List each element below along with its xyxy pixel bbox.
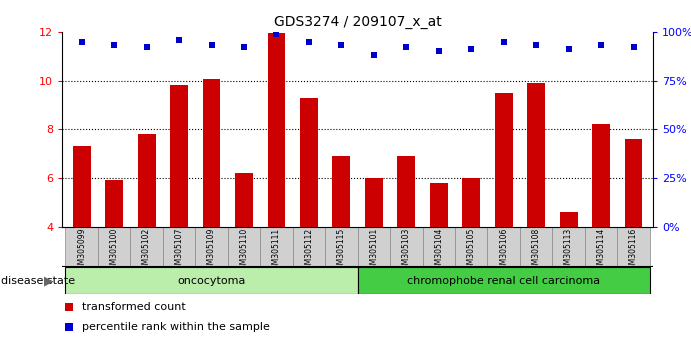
Bar [325,227,358,267]
Bar [358,267,650,294]
Point [531,43,542,48]
Bar [552,227,585,267]
Bar [138,134,155,227]
Bar [560,212,578,227]
Bar [495,93,513,227]
Bar [73,146,91,227]
Text: GSM305102: GSM305102 [142,228,151,274]
Text: chromophobe renal cell carcinoma: chromophobe renal cell carcinoma [407,275,600,286]
Bar [196,227,228,267]
Text: percentile rank within the sample: percentile rank within the sample [82,322,269,332]
Bar [617,227,650,267]
Bar [66,227,98,267]
Bar [163,227,196,267]
Point [108,43,120,48]
Bar [365,178,383,227]
Point [63,324,74,330]
Bar [422,227,455,267]
Bar [592,124,610,227]
Bar [390,227,422,267]
Bar [397,156,415,227]
Bar [131,227,163,267]
Bar [358,227,390,267]
Point [206,43,217,48]
Text: GSM305106: GSM305106 [499,228,508,274]
Bar [98,227,131,267]
Bar [455,227,487,267]
Bar [228,227,261,267]
Text: ▶: ▶ [44,274,54,287]
Text: GSM305113: GSM305113 [564,228,573,274]
Text: oncocytoma: oncocytoma [178,275,246,286]
Text: GSM305100: GSM305100 [110,228,119,274]
Point [76,39,87,45]
Point [628,45,639,50]
Bar [520,227,552,267]
Text: transformed count: transformed count [82,302,185,312]
Bar [235,173,253,227]
Text: GSM305103: GSM305103 [401,228,410,274]
Bar [585,227,617,267]
Text: GSM305105: GSM305105 [466,228,475,274]
Bar [261,227,293,267]
Bar [462,178,480,227]
Point [498,39,509,45]
Bar [625,139,643,227]
Text: GSM305101: GSM305101 [369,228,379,274]
Bar [66,267,358,294]
Bar [267,33,285,227]
Text: GSM305116: GSM305116 [629,228,638,274]
Text: GSM305099: GSM305099 [77,228,86,274]
Bar [527,83,545,227]
Point [433,48,444,54]
Point [401,45,412,50]
Text: GSM305110: GSM305110 [240,228,249,274]
Point [173,37,184,42]
Text: GSM305107: GSM305107 [175,228,184,274]
Bar [332,156,350,227]
Point [303,39,314,45]
Point [271,31,282,37]
Point [596,43,607,48]
Title: GDS3274 / 209107_x_at: GDS3274 / 209107_x_at [274,16,442,29]
Text: GSM305111: GSM305111 [272,228,281,274]
Text: GSM305112: GSM305112 [305,228,314,274]
Text: GSM305109: GSM305109 [207,228,216,274]
Bar [430,183,448,227]
Text: GSM305108: GSM305108 [531,228,540,274]
Bar [170,85,188,227]
Point [336,43,347,48]
Bar [105,180,123,227]
Point [466,47,477,52]
Text: GSM305104: GSM305104 [434,228,443,274]
Point [238,45,249,50]
Point [63,304,74,309]
Point [368,52,379,58]
Point [141,45,152,50]
Bar [300,98,318,227]
Text: GSM305115: GSM305115 [337,228,346,274]
Text: GSM305114: GSM305114 [596,228,605,274]
Point [563,47,574,52]
Bar [487,227,520,267]
Bar [202,79,220,227]
Bar [293,227,325,267]
Text: disease state: disease state [1,275,75,286]
